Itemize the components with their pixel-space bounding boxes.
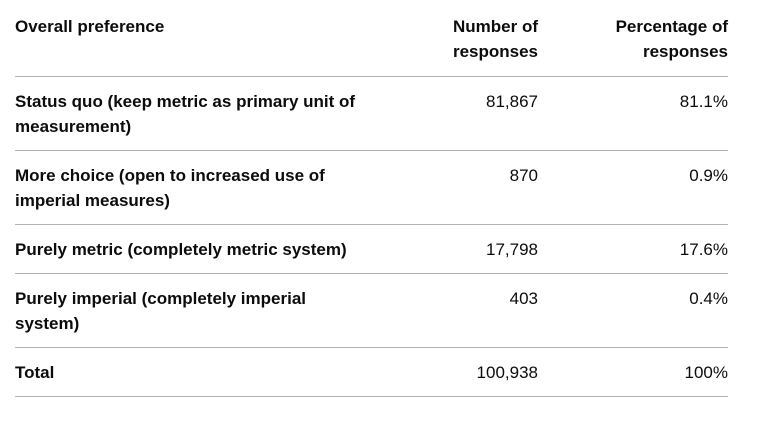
preference-table: Overall preference Number of responses P… [15,0,728,397]
row-number: 17,798 [395,224,538,274]
header-number-of-responses: Number of responses [395,0,538,77]
row-label: Purely imperial (completely imperial sys… [15,289,307,333]
table-body: Status quo (keep metric as primary unit … [15,76,728,397]
table-row: Purely imperial (completely imperial sys… [15,273,728,348]
row-percentage: 0.9% [538,150,728,225]
row-number: 81,867 [395,76,538,151]
total-percentage: 100% [538,347,728,397]
row-percentage: 81.1% [538,76,728,151]
table-row: More choice (open to increased use of im… [15,150,728,225]
row-label: Purely metric (completely metric system) [15,240,347,259]
preference-table-container: Overall preference Number of responses P… [15,0,728,397]
table-row: Status quo (keep metric as primary unit … [15,76,728,151]
header-percentage-of-responses: Percentage of responses [538,0,728,77]
row-label-cell: More choice (open to increased use of im… [15,150,395,225]
row-label-cell: Status quo (keep metric as primary unit … [15,76,395,151]
row-percentage: 0.4% [538,273,728,348]
header-row: Overall preference Number of responses P… [15,0,728,77]
row-label: More choice (open to increased use of im… [15,166,325,210]
row-label: Status quo (keep metric as primary unit … [15,92,356,136]
row-number: 870 [395,150,538,225]
table-header: Overall preference Number of responses P… [15,0,728,77]
total-label: Total [15,347,395,397]
header-overall-preference: Overall preference [15,0,395,77]
row-number: 403 [395,273,538,348]
row-percentage: 17.6% [538,224,728,274]
total-number: 100,938 [395,347,538,397]
total-row: Total 100,938 100% [15,347,728,397]
table-row: Purely metric (completely metric system)… [15,224,728,274]
row-label-cell: Purely metric (completely metric system) [15,224,395,274]
row-label-cell: Purely imperial (completely imperial sys… [15,273,395,348]
